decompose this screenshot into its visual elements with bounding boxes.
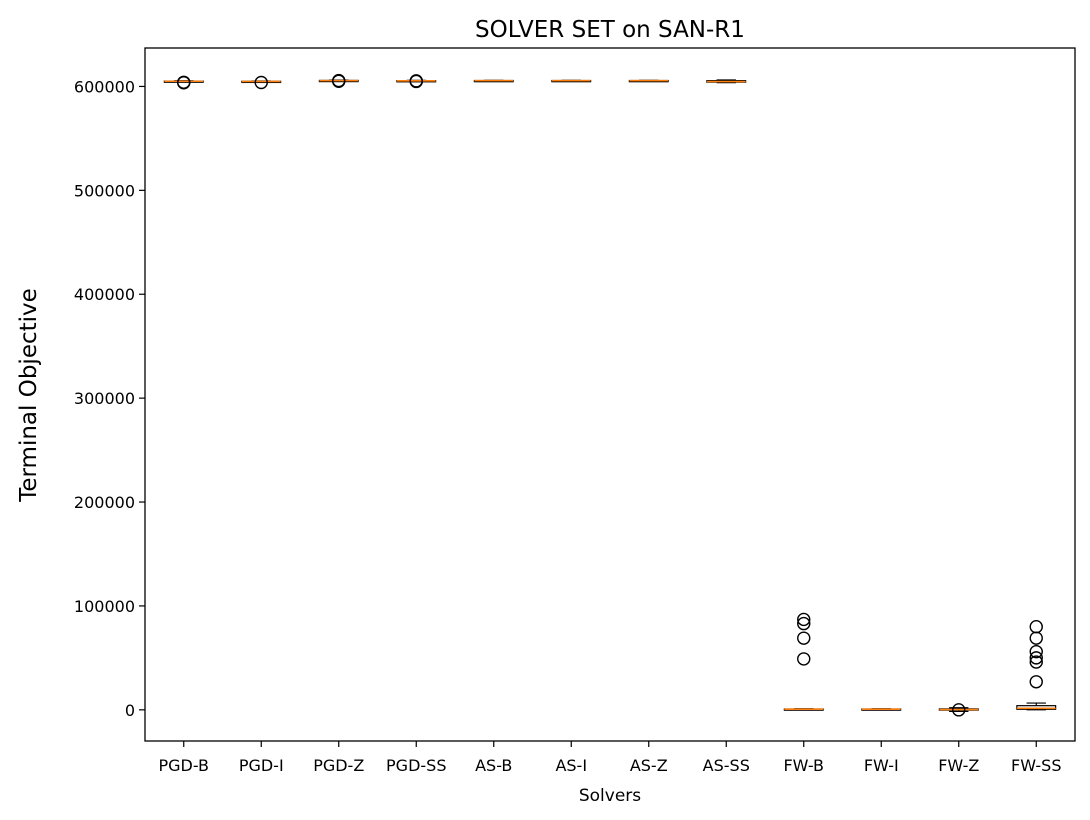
box-flier	[1029, 655, 1043, 669]
y-tick-label: 500000	[74, 181, 135, 200]
box-group	[163, 75, 204, 90]
box-flier	[1029, 620, 1043, 634]
y-tick-label: 200000	[74, 493, 135, 512]
x-tick-label: AS-B	[475, 756, 512, 775]
box-group	[861, 708, 902, 711]
x-tick-label: AS-SS	[703, 756, 750, 775]
box-flier	[1029, 675, 1043, 689]
box-group	[1016, 620, 1057, 711]
x-axis: PGD-B PGD-I PGD-Z PGD-SS AS-B AS-I AS-Z AS-SS FW…	[158, 741, 1061, 775]
axes-frame	[144, 47, 1076, 742]
plot-area	[163, 73, 1057, 717]
x-tick-label: PGD-Z	[313, 756, 364, 775]
y-tick-label: 100000	[74, 597, 135, 616]
y-tick-label: 400000	[74, 285, 135, 304]
x-tick-label: AS-I	[555, 756, 587, 775]
box-group	[241, 75, 282, 90]
y-axis: 0 100000 200000 300000 400000 500000 600000	[74, 77, 145, 720]
x-tick-label: PGD-I	[239, 756, 284, 775]
box-flier	[952, 703, 966, 717]
box-group	[783, 612, 824, 711]
x-tick-label: PGD-B	[158, 756, 209, 775]
box-flier	[409, 74, 423, 88]
box-group	[551, 79, 592, 83]
x-tick-label: FW-I	[864, 756, 899, 775]
box-group	[938, 703, 979, 717]
box-flier	[797, 616, 811, 631]
box-group	[396, 74, 437, 89]
y-tick-label: 0	[125, 701, 135, 720]
chart-title: SOLVER SET on SAN-R1	[475, 17, 745, 43]
box-group	[318, 73, 359, 88]
x-tick-label: PGD-SS	[386, 756, 446, 775]
box-flier	[1029, 644, 1043, 659]
x-tick-label: FW-B	[783, 756, 824, 775]
box-flier	[1029, 651, 1043, 665]
y-axis-title: Terminal Objective	[16, 288, 42, 503]
x-tick-label: AS-Z	[630, 756, 668, 775]
y-tick-label: 300000	[74, 389, 135, 408]
box-group	[473, 79, 514, 83]
x-axis-title: Solvers	[579, 786, 641, 806]
box-flier	[177, 75, 191, 89]
box-group	[706, 79, 747, 84]
box-flier	[797, 652, 811, 666]
x-tick-label: FW-Z	[938, 756, 979, 775]
box-flier	[332, 73, 346, 88]
y-tick-label: 600000	[74, 77, 135, 96]
box-group	[628, 79, 669, 83]
box-flier	[254, 75, 268, 90]
box-flier	[797, 612, 811, 627]
box-flier	[797, 631, 811, 645]
x-tick-label: FW-SS	[1011, 756, 1061, 775]
